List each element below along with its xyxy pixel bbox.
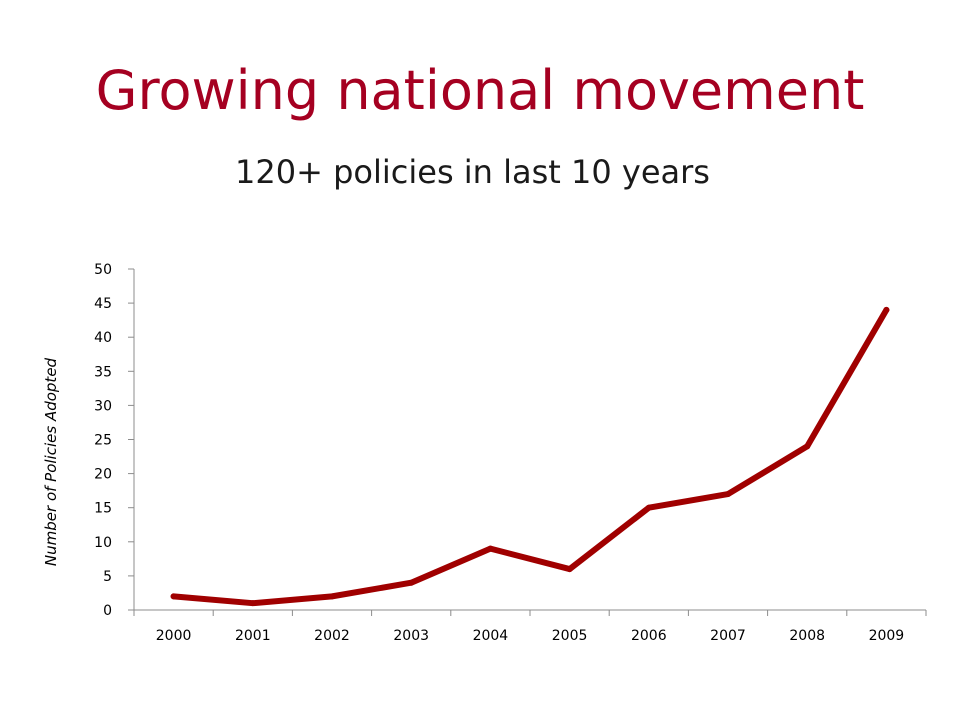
x-axis: 2000 2001 2002 2003 2004 2005 2006 2007 2008 2009 <box>133 609 927 644</box>
data-point <box>249 600 256 607</box>
y-axis-title: Number of Policies Adopted <box>42 357 60 566</box>
x-tick-label: 2003 <box>393 628 429 644</box>
y-tick-label: 5 <box>103 569 112 585</box>
y-tick-label: 15 <box>94 501 112 517</box>
x-tick-label: 2009 <box>869 628 905 644</box>
y-tick-label: 25 <box>94 433 112 449</box>
data-point <box>329 593 335 600</box>
series-line <box>170 306 890 607</box>
x-tick-label: 2002 <box>314 628 350 644</box>
series-group <box>170 306 890 607</box>
y-tick-label: 20 <box>94 467 112 483</box>
data-point <box>883 306 890 313</box>
x-tick-label: 2000 <box>156 628 192 644</box>
y-tick-label: 10 <box>94 535 112 551</box>
data-point <box>804 443 811 450</box>
data-point <box>487 545 494 552</box>
slide-title: Growing national movement <box>95 59 865 122</box>
x-tick-label: 2008 <box>789 628 825 644</box>
slide-subtitle: 120+ policies in last 10 years <box>235 153 710 191</box>
x-tick-label: 2004 <box>473 628 509 644</box>
y-tick-label: 0 <box>103 603 112 619</box>
x-tick-label: 2007 <box>710 628 746 644</box>
x-tick-label: 2001 <box>235 628 271 644</box>
data-point <box>170 593 177 600</box>
y-tick-label: 30 <box>94 398 112 414</box>
data-point <box>645 504 652 511</box>
y-tick-label: 35 <box>94 364 112 380</box>
y-tick-label: 50 <box>94 262 112 278</box>
y-tick-label: 45 <box>94 296 112 312</box>
y-axis: 0 5 10 15 20 25 30 35 40 45 50 <box>94 262 135 619</box>
x-tick-label: 2006 <box>631 628 667 644</box>
data-point <box>725 491 731 498</box>
x-tick-label: 2005 <box>552 628 588 644</box>
data-point <box>408 579 415 586</box>
y-tick-label: 40 <box>94 330 112 346</box>
data-point <box>566 566 573 573</box>
